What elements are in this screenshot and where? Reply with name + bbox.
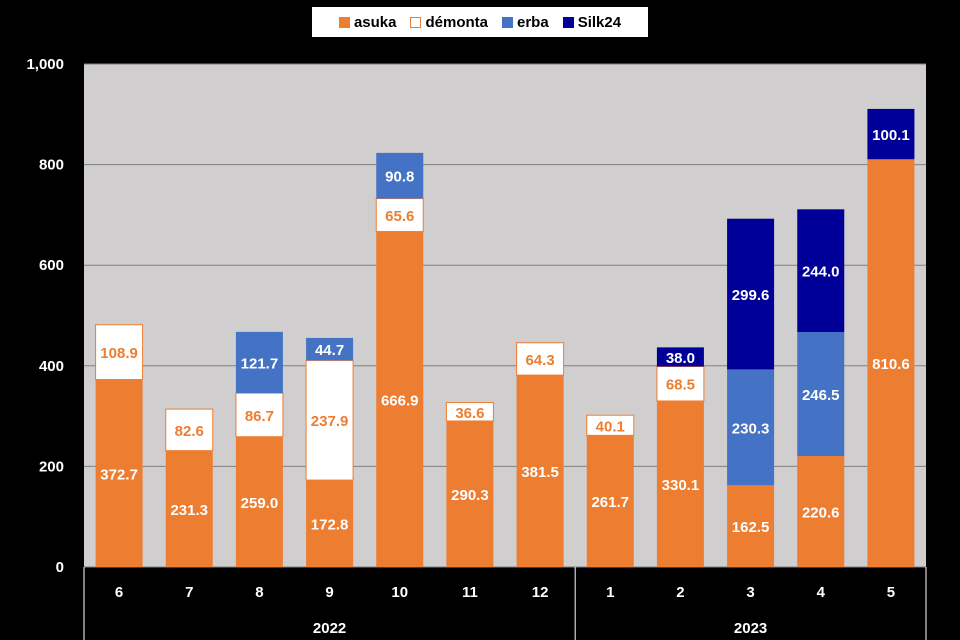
data-label: 261.7 — [591, 494, 629, 511]
data-label: 330.1 — [662, 477, 700, 494]
bar-segment-asuka — [446, 420, 494, 567]
data-label: 86.7 — [245, 408, 274, 425]
data-label: 36.6 — [455, 405, 484, 422]
data-label: 220.6 — [802, 505, 840, 522]
data-label: 172.8 — [311, 517, 349, 534]
legend-item-demonta: démonta — [410, 14, 488, 31]
bar-segment-asuka — [235, 436, 283, 567]
x-tick-label: 7 — [185, 584, 193, 601]
bar-segment-dmonta — [165, 408, 214, 452]
data-label: 244.0 — [802, 264, 840, 281]
bar-segment-asuka — [165, 450, 213, 567]
y-tick-label: 400 — [39, 358, 64, 375]
x-tick-label: 6 — [115, 584, 123, 601]
data-label: 259.0 — [241, 495, 279, 512]
data-label: 108.9 — [100, 345, 138, 362]
data-label: 100.1 — [872, 127, 910, 144]
bar-segment-asuka — [656, 400, 704, 567]
data-label: 246.5 — [802, 387, 840, 404]
data-label: 299.6 — [732, 287, 770, 304]
bar-segment-asuka — [516, 375, 564, 567]
bar-segment-erba — [797, 332, 845, 457]
bar-segment-dmonta — [586, 414, 635, 436]
bar-segment-silk24 — [797, 209, 845, 333]
bar-segment-dmonta — [235, 392, 284, 438]
x-tick-label: 11 — [462, 584, 478, 601]
legend-item-asuka: asuka — [338, 13, 397, 31]
legend: asuka démonta erba Silk24 — [312, 7, 648, 37]
x-tick-label: 2 — [676, 584, 684, 601]
legend-label-demonta: démonta — [425, 13, 488, 31]
legend-swatch-asuka — [338, 16, 350, 28]
bar-segment-dmonta — [516, 342, 565, 376]
bar-segment-dmonta — [95, 324, 144, 381]
data-label: 44.7 — [315, 342, 344, 359]
x-tick-label: 4 — [817, 584, 826, 601]
bar-segment-silk24 — [656, 347, 704, 367]
data-label: 121.7 — [241, 356, 279, 373]
bar-segment-dmonta — [375, 198, 424, 233]
legend-swatch-erba — [502, 16, 513, 28]
legend-label-erba: erba — [517, 13, 549, 31]
bar-segment-asuka — [867, 159, 915, 568]
legend-label-silk24: Silk24 — [577, 13, 622, 31]
bar-segment-erba — [235, 331, 283, 394]
y-tick-label: 1,000 — [26, 56, 64, 73]
data-label: 90.8 — [385, 169, 414, 186]
data-label: 65.6 — [385, 208, 414, 225]
data-label: 38.0 — [666, 350, 695, 367]
x-tick-label: 12 — [532, 584, 549, 601]
data-label: 68.5 — [666, 377, 695, 394]
data-label: 372.7 — [100, 466, 138, 483]
legend-swatch-demonta — [410, 16, 422, 28]
bar-segment-erba — [376, 152, 424, 199]
bar-segment-dmonta — [445, 402, 494, 422]
x-year-label: 2023 — [734, 620, 767, 637]
data-label: 231.3 — [170, 502, 208, 519]
x-tick-label: 8 — [255, 584, 263, 601]
data-label: 230.3 — [732, 420, 770, 437]
data-label: 666.9 — [381, 392, 419, 409]
legend-item-silk24: Silk24 — [562, 13, 622, 31]
x-year-label: 2022 — [313, 620, 346, 637]
bar-segment-asuka — [586, 435, 634, 567]
bar-segment-dmonta — [305, 359, 354, 481]
data-label: 290.3 — [451, 487, 489, 504]
data-label: 237.9 — [311, 413, 349, 430]
bar-segment-asuka — [797, 456, 845, 567]
data-label: 40.1 — [596, 418, 625, 435]
legend-label-asuka: asuka — [353, 13, 397, 31]
y-tick-label: 800 — [39, 157, 64, 174]
legend-swatch-silk24 — [562, 16, 574, 28]
bar-segment-asuka — [727, 485, 775, 567]
data-label: 162.5 — [732, 519, 770, 536]
bar-segment-asuka — [306, 480, 354, 567]
bar-segment-silk24 — [867, 108, 915, 160]
x-tick-label: 10 — [391, 584, 408, 601]
bar-segment-asuka — [376, 231, 424, 567]
x-tick-label: 3 — [746, 584, 754, 601]
data-label: 381.5 — [521, 464, 559, 481]
data-label: 64.3 — [525, 352, 554, 369]
x-tick-label: 1 — [606, 584, 614, 601]
bar-segment-asuka — [95, 379, 143, 567]
bar-segment-erba — [306, 337, 354, 361]
bar-segment-erba — [727, 369, 775, 486]
plot-area — [84, 64, 926, 567]
y-tick-label: 0 — [56, 559, 64, 576]
bar-segment-silk24 — [727, 218, 775, 370]
x-tick-label: 9 — [325, 584, 333, 601]
y-tick-label: 200 — [39, 458, 64, 475]
x-tick-label: 5 — [887, 584, 895, 601]
data-label: 810.6 — [872, 356, 910, 373]
y-tick-label: 600 — [39, 257, 64, 274]
legend-item-erba: erba — [502, 14, 549, 31]
data-label: 82.6 — [175, 423, 204, 440]
